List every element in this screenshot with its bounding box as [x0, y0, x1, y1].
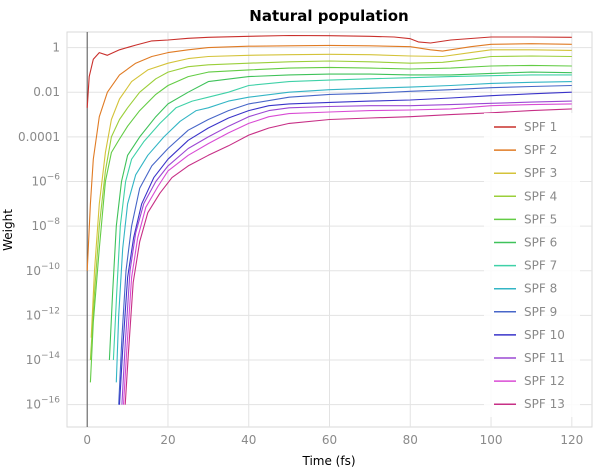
x-tick-labels: 0 20 40 60 80 100 120	[83, 433, 583, 447]
x-tick-label: 60	[322, 433, 337, 447]
x-tick-label: 0	[83, 433, 91, 447]
y-tick-label: 10−14	[26, 351, 61, 367]
x-tick-label: 80	[403, 433, 418, 447]
x-tick-label: 100	[480, 433, 503, 447]
x-tick-label: 40	[241, 433, 256, 447]
x-tick-label: 120	[560, 433, 583, 447]
legend-label: SPF 3	[524, 166, 557, 180]
legend-label: SPF 5	[524, 212, 557, 226]
y-axis-label: Weight	[1, 209, 15, 251]
legend-label: SPF 11	[524, 351, 565, 365]
legend-label: SPF 10	[524, 328, 565, 342]
x-axis-label: Time (fs)	[301, 454, 355, 468]
legend-label: SPF 13	[524, 397, 565, 411]
legend: SPF 1 SPF 2 SPF 3 SPF 4 SPF 5 SPF 6 SPF 7 SPF 8…	[484, 113, 580, 417]
legend-label: SPF 9	[524, 305, 557, 319]
y-tick-label: 10−8	[31, 217, 60, 233]
y-tick-label: 10−10	[26, 262, 61, 278]
legend-label: SPF 4	[524, 189, 557, 203]
y-tick-labels: 1 0.01 0.0001 10−6 10−8 10−10 10−12 10−14 10−16	[18, 41, 60, 412]
legend-label: SPF 8	[524, 282, 557, 296]
y-tick-label: 0.0001	[18, 130, 60, 144]
legend-label: SPF 12	[524, 374, 565, 388]
legend-label: SPF 2	[524, 143, 557, 157]
x-tick-label: 20	[160, 433, 175, 447]
y-tick-label: 0.01	[33, 85, 60, 99]
y-tick-label: 10−6	[31, 173, 60, 189]
legend-label: SPF 6	[524, 236, 557, 250]
legend-label: SPF 7	[524, 259, 557, 273]
legend-label: SPF 1	[524, 120, 557, 134]
y-tick-label: 10−12	[26, 306, 60, 322]
y-tick-label: 1	[52, 41, 60, 55]
y-tick-label: 10−16	[26, 396, 61, 412]
chart-title: Natural population	[249, 7, 408, 25]
